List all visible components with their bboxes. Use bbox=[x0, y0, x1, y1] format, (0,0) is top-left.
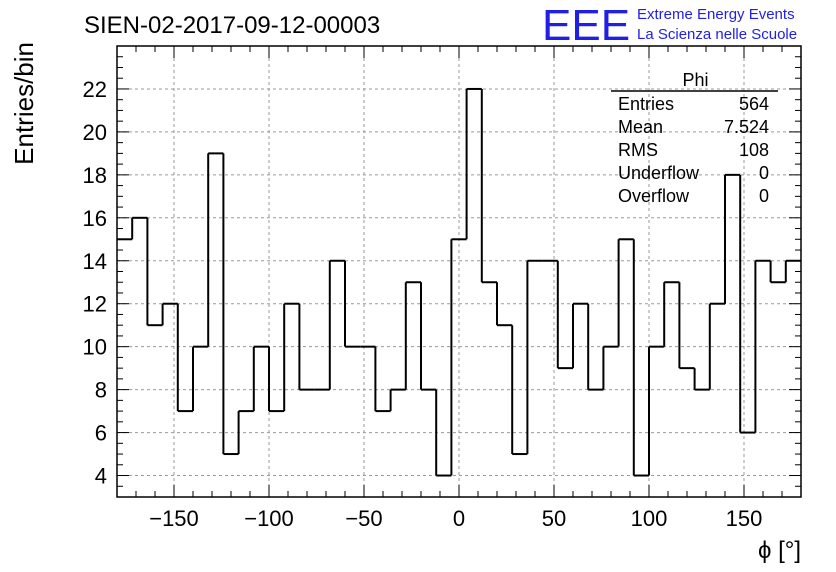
x-tick-label: 0 bbox=[453, 506, 465, 531]
y-tick-label: 10 bbox=[83, 335, 107, 360]
logo-line-2: La Scienza nelle Scuole bbox=[637, 26, 797, 43]
y-tick-label: 16 bbox=[83, 206, 107, 231]
x-tick-label: 150 bbox=[726, 506, 763, 531]
stats-box-title: Phi bbox=[682, 70, 708, 90]
y-tick-label: 14 bbox=[83, 249, 107, 274]
stats-row-label: RMS bbox=[618, 140, 658, 160]
stats-row-value: 0 bbox=[759, 186, 769, 206]
stats-row-label: Mean bbox=[618, 117, 663, 137]
y-tick-label: 6 bbox=[95, 421, 107, 446]
stats-row-label: Entries bbox=[618, 94, 674, 114]
stats-row-value: 108 bbox=[739, 140, 769, 160]
stats-box: Phi Entries 564 Mean 7.524 RMS 108 Underflow 0 Ov… bbox=[611, 70, 778, 206]
logo-line-1: Extreme Energy Events bbox=[637, 6, 795, 23]
x-tick-label: 100 bbox=[631, 506, 668, 531]
logo-eee: EEE bbox=[542, 1, 630, 50]
chart-title: SIEN-02-2017-09-12-00003 bbox=[84, 12, 380, 39]
y-axis-label: Entries/bin bbox=[9, 42, 39, 165]
stats-row-value: 7.524 bbox=[724, 117, 769, 137]
label-layer: −150 −100 −50 0 50 100 150 4 6 8 10 12 14 16 18 20 22 bbox=[83, 77, 763, 531]
stats-row-label: Overflow bbox=[618, 186, 690, 206]
histogram-layer bbox=[117, 87, 801, 477]
stats-row-value: 564 bbox=[739, 94, 769, 114]
y-tick-label: 4 bbox=[95, 464, 107, 489]
y-tick-label: 8 bbox=[95, 378, 107, 403]
y-tick-label: 18 bbox=[83, 163, 107, 188]
y-tick-label: 22 bbox=[83, 77, 107, 102]
tick-layer bbox=[116, 45, 802, 498]
x-tick-label: −100 bbox=[244, 506, 294, 531]
y-tick-label: 20 bbox=[83, 120, 107, 145]
y-tick-label: 12 bbox=[83, 292, 107, 317]
x-tick-label: −50 bbox=[345, 506, 382, 531]
grid-layer bbox=[117, 46, 801, 497]
x-tick-label: −150 bbox=[149, 506, 199, 531]
stats-row-label: Underflow bbox=[618, 163, 700, 183]
x-tick-label: 50 bbox=[542, 506, 566, 531]
x-axis-label: ϕ [°] bbox=[758, 537, 801, 564]
stats-row-value: 0 bbox=[759, 163, 769, 183]
